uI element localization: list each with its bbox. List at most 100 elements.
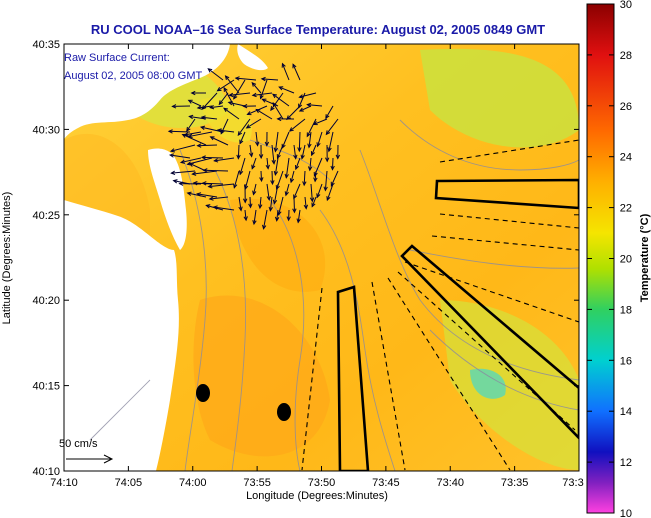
- current-vector-head: [313, 171, 318, 177]
- current-vector-head: [300, 154, 305, 160]
- current-vector-head: [255, 108, 261, 114]
- current-vector-head: [187, 99, 193, 104]
- mooring-marker: [277, 403, 291, 421]
- x-tick-label: 74:10: [50, 477, 78, 489]
- current-vector: [306, 118, 317, 137]
- current-vector-head: [292, 63, 297, 69]
- current-vector-head: [272, 102, 277, 108]
- current-vector-head: [284, 191, 289, 197]
- current-vector: [187, 157, 213, 165]
- current-vector: [220, 118, 229, 134]
- current-vector: [192, 170, 218, 175]
- current-vector-head: [213, 158, 219, 163]
- land-mass: [148, 148, 187, 250]
- current-vector: [259, 196, 262, 209]
- current-vector: [295, 157, 301, 170]
- current-vector: [285, 183, 290, 196]
- current-vector-head: [298, 107, 304, 112]
- current-vector-head: [309, 197, 315, 203]
- land-spit: [118, 257, 173, 281]
- current-vector: [188, 99, 202, 107]
- current-vector: [285, 157, 290, 178]
- current-vector-head: [335, 154, 341, 160]
- current-vector: [298, 92, 306, 108]
- current-vector: [249, 196, 252, 208]
- current-vector: [197, 144, 218, 147]
- cool-water-patch: [420, 48, 579, 148]
- current-vector-head: [258, 154, 264, 160]
- current-vector-head: [281, 143, 286, 149]
- current-vector: [210, 136, 229, 146]
- current-vector-head: [228, 92, 234, 98]
- current-vector-head: [251, 164, 256, 170]
- y-axis: 40:35 40:30 40:25 40:20 40:15 40:10: [32, 39, 579, 478]
- current-vector: [304, 196, 307, 209]
- current-vector: [303, 170, 306, 186]
- y-axis-label: Latitude (Degrees:Minutes): [1, 192, 13, 325]
- legend-note-line2: August 02, 2005 08:00 GMT: [64, 70, 202, 82]
- current-vector-head: [266, 195, 271, 201]
- current-vector: [313, 157, 323, 177]
- current-vector: [310, 183, 313, 202]
- current-vector: [331, 157, 334, 170]
- current-vector: [271, 170, 274, 185]
- current-vector-head: [270, 106, 275, 112]
- current-vector-head: [200, 155, 206, 160]
- current-vector: [225, 75, 240, 94]
- current-vector-head: [286, 115, 291, 121]
- current-vector-head: [306, 102, 312, 108]
- current-vector-head: [209, 136, 215, 141]
- y-tick-label: 40:30: [32, 124, 60, 136]
- current-vector: [307, 104, 323, 107]
- current-vector: [217, 129, 235, 133]
- current-vector-head: [307, 166, 313, 172]
- current-vector-head: [312, 121, 318, 126]
- current-vector-head: [272, 93, 278, 99]
- current-vector-head: [216, 128, 222, 133]
- current-vector-head: [201, 105, 207, 110]
- cool-water-patch: [470, 368, 506, 399]
- current-vector: [311, 196, 317, 207]
- current-vector-head: [261, 98, 267, 103]
- current-vector-head: [292, 208, 297, 214]
- current-vector-head: [233, 183, 238, 189]
- current-vector: [311, 144, 317, 156]
- current-vector: [261, 78, 279, 81]
- current-vector-head: [172, 179, 178, 184]
- current-vector: [301, 144, 306, 159]
- current-vector-head: [325, 114, 330, 120]
- current-vector-head: [330, 165, 335, 171]
- current-vector-head: [297, 147, 302, 153]
- colorbar-tick-label: 14: [620, 406, 632, 418]
- warm-water-patch: [193, 295, 330, 457]
- current-vector: [270, 92, 284, 111]
- current-vector: [252, 92, 273, 96]
- current-vector-head: [296, 218, 301, 224]
- scale-label: 50 cm/s: [59, 438, 98, 450]
- current-vector: [252, 183, 257, 195]
- survey-lines: [301, 139, 579, 471]
- x-tick-label: 73:45: [372, 477, 400, 489]
- current-vector-head: [187, 133, 193, 139]
- current-vector-head: [330, 181, 335, 187]
- current-vector: [324, 170, 328, 191]
- current-vector-head: [310, 151, 315, 157]
- current-vector: [299, 92, 317, 98]
- current-vector: [218, 92, 229, 105]
- colorbar-label: Temperature (°C): [639, 213, 651, 302]
- current-vector-head: [286, 216, 291, 222]
- colorbar-tick-label: 24: [620, 152, 632, 164]
- current-vector: [210, 105, 224, 109]
- current-vector-head: [216, 87, 222, 92]
- x-tick-label: 74:00: [179, 477, 207, 489]
- current-vector-head: [171, 104, 177, 109]
- current-vector: [203, 169, 229, 172]
- current-vector-head: [252, 190, 257, 196]
- current-vector-head: [327, 147, 332, 153]
- current-vector-head: [293, 194, 298, 200]
- x-tick-label: 73:50: [308, 477, 336, 489]
- current-vector-head: [294, 164, 300, 171]
- current-vector: [289, 118, 306, 132]
- current-vector: [290, 170, 295, 183]
